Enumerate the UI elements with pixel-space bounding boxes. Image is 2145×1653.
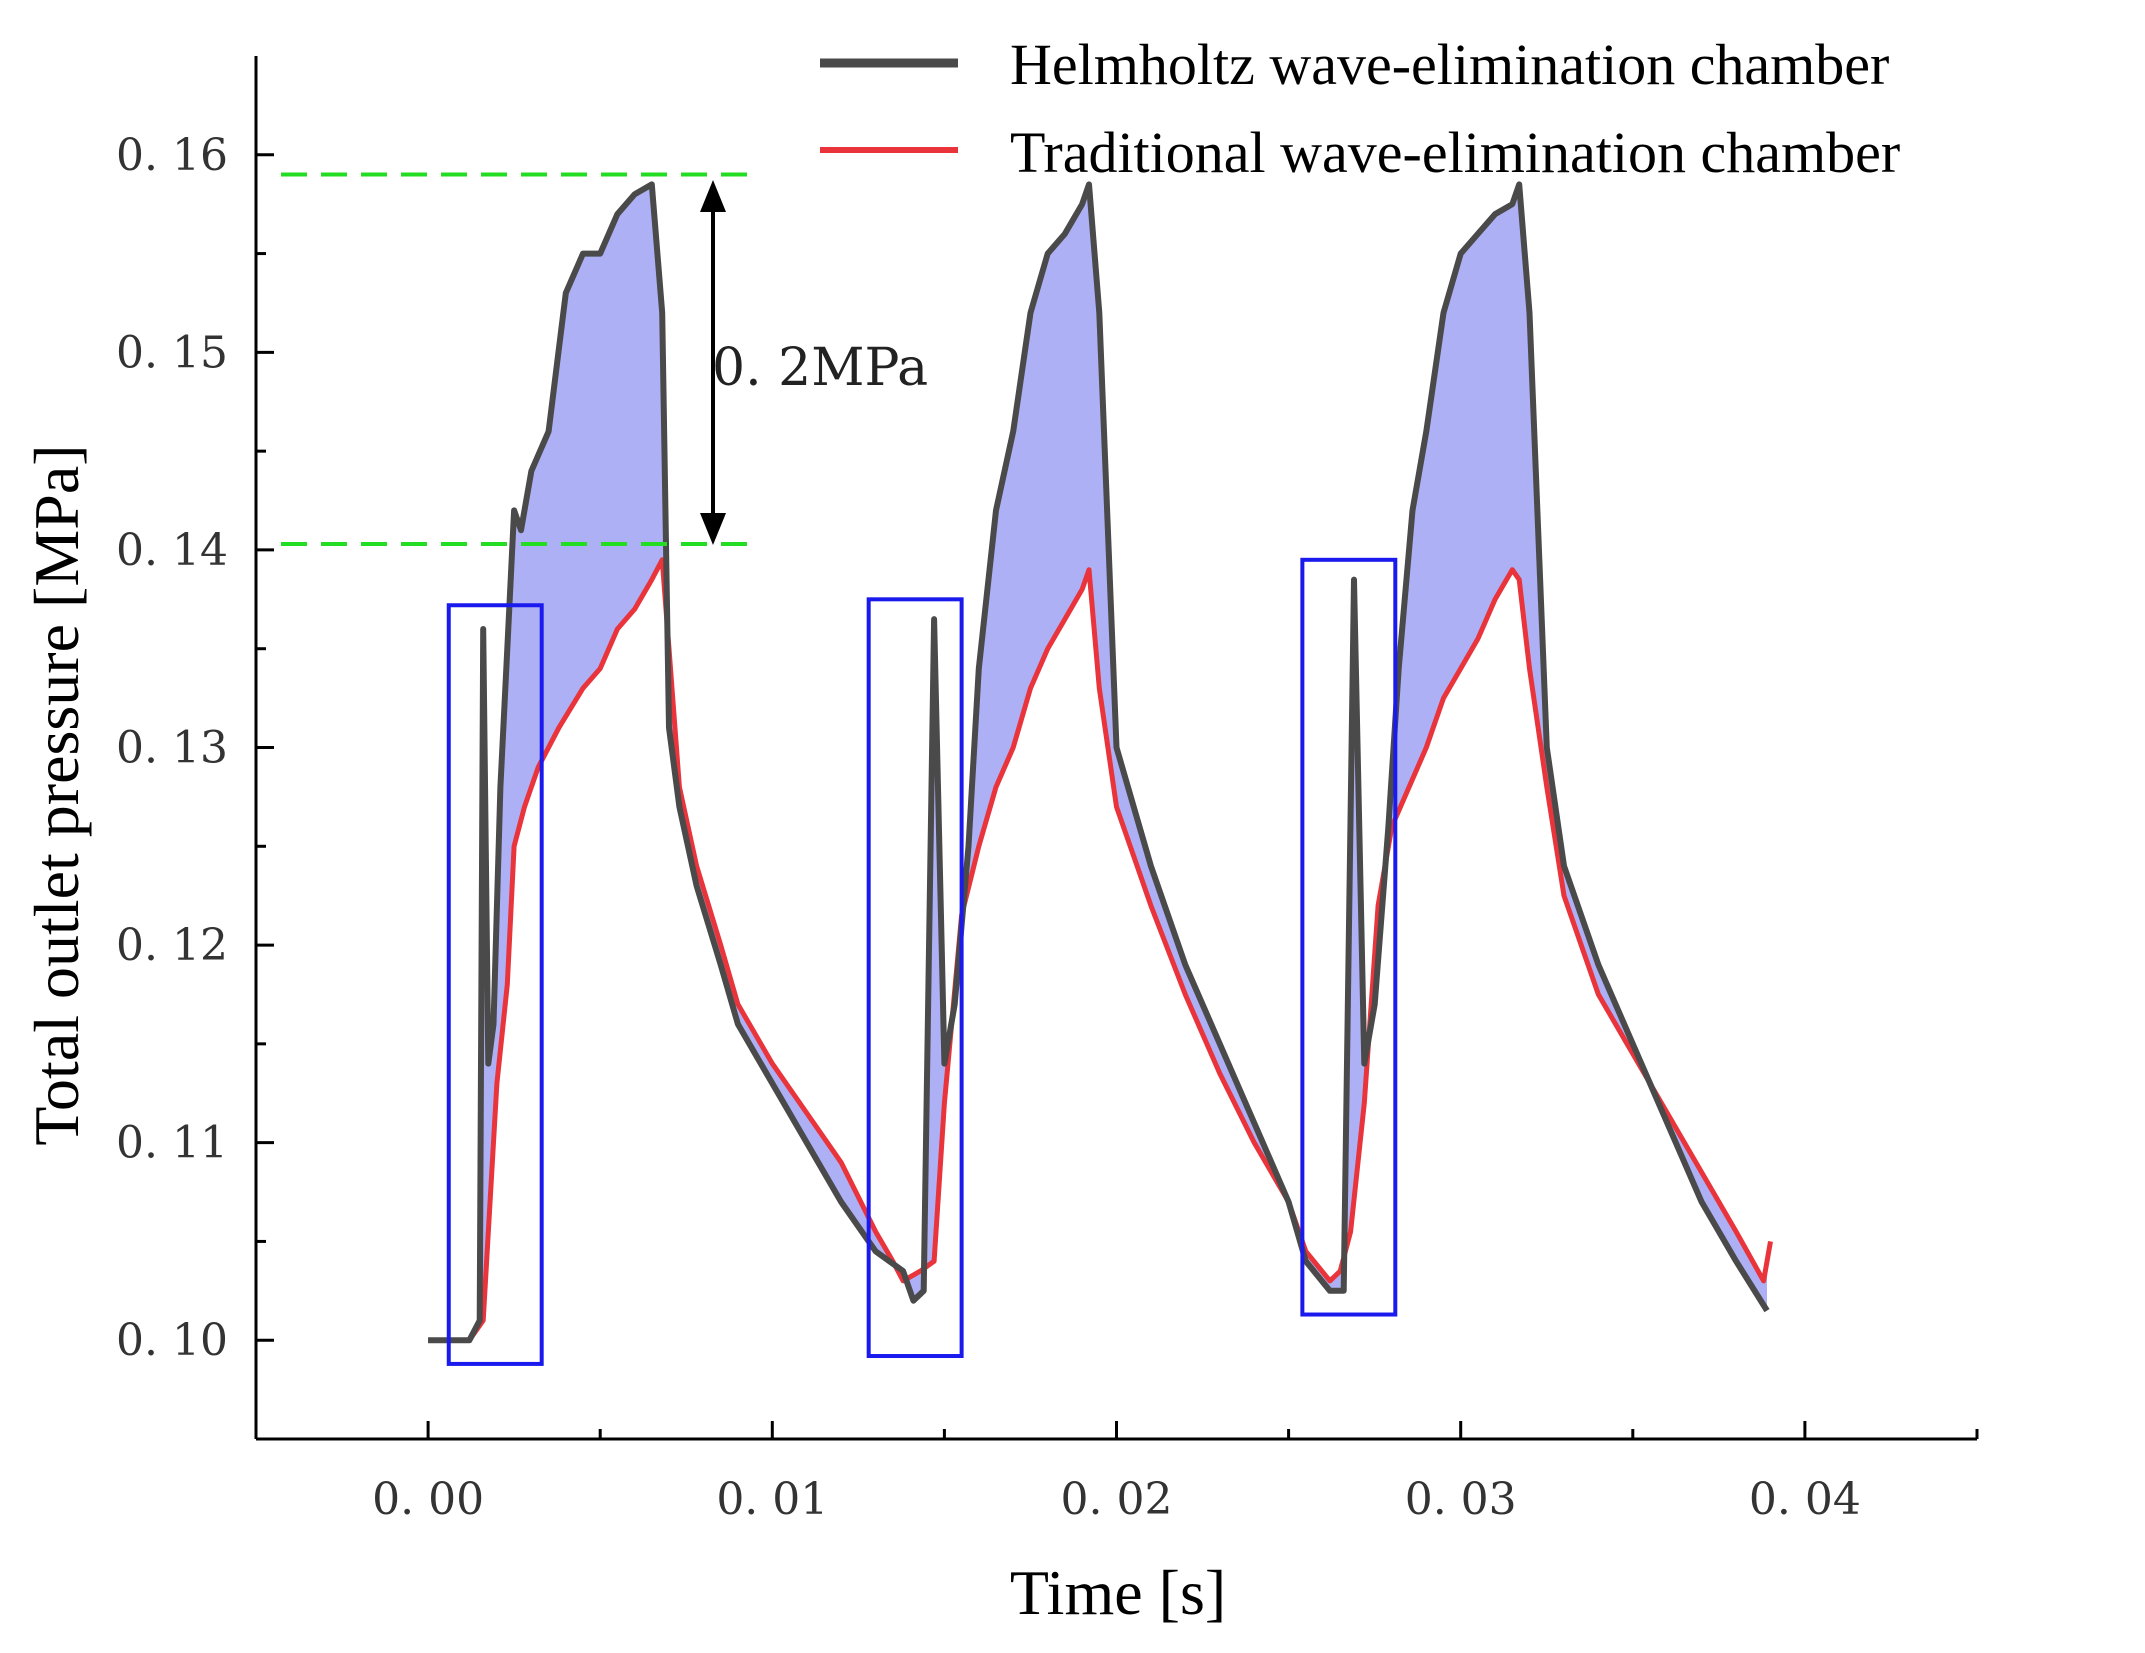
x-tick-label: 0. 02	[1061, 1474, 1173, 1525]
highlight-boxes	[446, 557, 1398, 1366]
legend-label-helmholtz: Helmholtz wave-elimination chamber	[1010, 32, 1889, 97]
axis-ticks: 0. 10 0. 11 0. 12 0. 13 0. 14 0. 15 0. 16 0. 00…	[116, 130, 1979, 1525]
y-tick-label: 0. 15	[116, 327, 228, 378]
series-line-helmholtz	[428, 181, 1770, 1344]
difference-fill-layer	[428, 184, 1768, 1341]
y-axis-title: Total outlet pressure [MPa]	[21, 444, 92, 1145]
highlight-box	[446, 603, 544, 1366]
difference-fill-area	[428, 184, 1768, 1341]
legend-label-traditional: Traditional wave-elimination chamber	[1010, 120, 1900, 185]
y-tick-label: 0. 16	[116, 130, 228, 181]
highlight-box	[866, 597, 964, 1359]
x-tick-label: 0. 00	[372, 1474, 484, 1525]
y-tick-label: 0. 11	[116, 1118, 228, 1169]
arrow-head-down	[700, 513, 726, 545]
y-tick-label: 0. 14	[116, 525, 228, 576]
dashed-reference-lines	[281, 172, 757, 547]
annotation-arrow: 0. 2MPa	[700, 180, 928, 545]
arrow-head-up	[700, 180, 726, 212]
arrow-label: 0. 2MPa	[712, 338, 928, 398]
x-axis-title: Time [s]	[1010, 1557, 1226, 1628]
legend: Helmholtz wave-elimination chamber Tradi…	[820, 32, 1900, 185]
x-tick-label: 0. 04	[1749, 1474, 1861, 1525]
highlight-box	[1300, 557, 1398, 1317]
x-tick-label: 0. 03	[1405, 1474, 1517, 1525]
y-tick-label: 0. 10	[116, 1315, 228, 1366]
y-tick-label: 0. 12	[116, 920, 228, 971]
series-line-traditional	[428, 557, 1773, 1343]
series-lines-layer	[428, 181, 1773, 1344]
x-tick-label: 0. 01	[716, 1474, 828, 1525]
y-tick-label: 0. 13	[116, 723, 228, 774]
